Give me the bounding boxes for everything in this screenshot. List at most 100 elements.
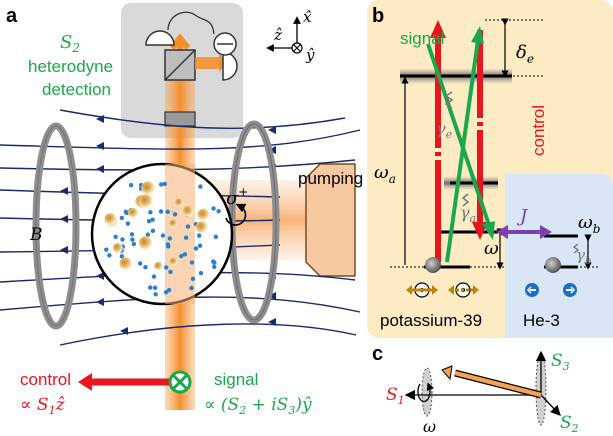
gamma-e-label: γe: [436, 119, 453, 141]
s3-label: S3: [551, 351, 570, 373]
helium-atom: [119, 254, 125, 259]
gamma-e-decay: [444, 91, 454, 109]
helium-atom: [168, 269, 173, 275]
helium-atom: [172, 212, 178, 217]
helium-atom: [107, 253, 112, 258]
helium-atom: [198, 270, 204, 276]
detection-label: S2: [60, 32, 80, 55]
helium-atom: [119, 215, 125, 221]
panel-label-c: c: [372, 343, 383, 365]
control-expression: ∝ S1ẑ: [20, 395, 66, 417]
k-spin-icons: [406, 282, 479, 298]
helium-atom: [190, 276, 196, 282]
coordinate-axes: x̂ ẑ ŷ: [266, 8, 315, 64]
k-ground-atom: [425, 257, 441, 273]
potassium-atom: [141, 181, 155, 195]
helium-atom: [130, 237, 135, 242]
gamma-b-decay: [572, 243, 580, 254]
helium-atom: [143, 264, 148, 270]
helium-atom: [137, 261, 143, 266]
gamma-a-decay: [461, 193, 470, 207]
control-label: control: [20, 370, 71, 389]
s1-label: S1: [386, 385, 405, 407]
helium-atom: [163, 265, 169, 270]
helium-atom: [166, 287, 172, 293]
helium-atom: [148, 285, 153, 290]
omega-a-label: ωa: [374, 162, 396, 186]
potassium-atom: [104, 213, 117, 225]
potassium-atom: [174, 198, 184, 207]
helium-atom: [198, 184, 203, 189]
signal-label: signal: [214, 370, 258, 389]
helium-atom: [193, 246, 199, 251]
helium-atom: [150, 217, 155, 222]
gamma-a-label: γa: [460, 203, 476, 225]
potassium-atom: [182, 205, 194, 217]
helium-atom: [216, 209, 221, 214]
helium-atom: [213, 234, 219, 240]
helium-atom: [125, 221, 131, 226]
helium-atom: [153, 292, 158, 297]
helium-atom: [158, 209, 164, 214]
helium-atom: [182, 252, 188, 257]
helium-atom: [152, 285, 158, 291]
helium-atom: [212, 260, 217, 265]
b-field-label: B: [29, 225, 43, 245]
omega-b-label: ωb: [578, 212, 600, 236]
potassium-atom: [169, 257, 178, 266]
delta-e-label: δe: [516, 42, 534, 66]
potassium-atom: [139, 194, 153, 209]
photodiode-top: [145, 30, 175, 46]
signal-transition-2: [426, 43, 492, 229]
he-spin-icons: [525, 283, 577, 297]
helium-atom: [131, 241, 137, 247]
control-label-b: control: [529, 105, 548, 156]
helium-atom: [167, 236, 173, 241]
potassium-label: potassium-39: [380, 311, 482, 330]
helium-atom: [150, 228, 156, 233]
helium-label: He-3: [523, 311, 560, 330]
pumping-label: pumping: [298, 169, 363, 188]
axis-x-label: x̂: [303, 8, 312, 26]
signal-expression: ∝ (S2 + iS3)ŷ: [204, 395, 312, 417]
helium-atom: [128, 182, 134, 188]
sigma-rotation-icon: [225, 203, 247, 226]
sphere-disc-left: [421, 367, 433, 417]
helium-atom: [189, 260, 195, 265]
panel-label-b: b: [372, 5, 384, 27]
coupling-label: J: [516, 206, 529, 227]
potassium-atom: [112, 242, 123, 253]
omega-c-label: ω: [423, 417, 436, 436]
waveplate: [164, 111, 196, 127]
signal-label-b: signal: [400, 29, 444, 48]
potassium-atom: [195, 221, 208, 234]
helium-atom: [165, 209, 170, 215]
stokes-vector: [454, 370, 542, 398]
helium-atom: [145, 232, 151, 237]
potassium-atom: [127, 207, 139, 219]
helium-atom: [158, 182, 164, 187]
potassium-atom: [197, 208, 210, 221]
detection-line2: heterodyne: [28, 57, 113, 76]
sigma-label: σ+: [226, 185, 248, 209]
omega-label: ω: [484, 238, 499, 259]
helium-atom: [179, 253, 184, 259]
helium-atom: [123, 209, 128, 215]
helium-atom: [197, 243, 203, 248]
helium-atom: [160, 233, 166, 238]
detection-line3: detection: [42, 80, 111, 99]
s2-label: S2: [560, 413, 579, 435]
axis-z-label: ẑ: [273, 26, 282, 44]
potassium-atom: [119, 257, 133, 270]
potassium-atom: [169, 219, 178, 228]
axis-y-label: ŷ: [305, 46, 315, 64]
helium-atom: [151, 274, 157, 279]
helium-atom: [113, 234, 118, 239]
helium-atom: [189, 285, 194, 291]
helium-atom: [165, 242, 171, 247]
helium-atom: [183, 235, 189, 240]
helium-atom: [146, 218, 152, 224]
he-ground-atom: [545, 257, 561, 273]
potassium-atom: [154, 261, 163, 271]
